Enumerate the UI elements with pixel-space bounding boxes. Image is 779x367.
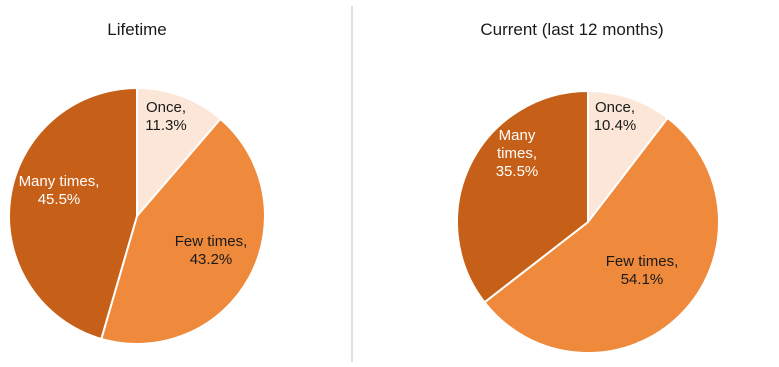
slice-label-once: Once, 11.3% xyxy=(145,99,186,134)
slice-label-line: 43.2% xyxy=(190,251,233,268)
pie-slice-once xyxy=(587,89,670,225)
slice-label-few-times: Few times, 43.2% xyxy=(175,233,248,268)
chart-title-lifetime: Lifetime xyxy=(107,20,167,39)
pie-slice-few-times xyxy=(100,117,266,345)
slice-label-line: Few times, xyxy=(175,233,248,250)
slice-label-line: Few times, xyxy=(606,253,679,270)
pie-slice-once xyxy=(136,86,222,219)
lifetime-pie-chart: Lifetime Once, 11.3% Few times, 43.2% Many t… xyxy=(8,20,266,345)
slice-label-line: times, xyxy=(497,145,537,162)
pie-slice-many-times xyxy=(456,89,589,304)
slice-label-once: Once, 10.4% xyxy=(594,99,637,134)
slice-label-many-times: Many times, 35.5% xyxy=(496,127,539,180)
slice-label-line: Many times, xyxy=(19,173,100,190)
slice-label-many-times: Many times, 45.5% xyxy=(19,173,100,208)
slice-label-line: Many xyxy=(499,127,536,144)
slice-label-line: 11.3% xyxy=(145,117,186,134)
current-pie-chart: Current (last 12 months) Once, 10.4% Few t… xyxy=(456,20,720,354)
slice-label-line: 10.4% xyxy=(594,117,637,134)
slice-label-line: 45.5% xyxy=(38,191,81,208)
chart-title-current: Current (last 12 months) xyxy=(480,20,663,39)
slice-label-few-times: Few times, 54.1% xyxy=(606,253,679,288)
pie-slice-many-times xyxy=(8,86,138,341)
pie-slice-few-times xyxy=(483,116,720,354)
slice-label-line: Once, xyxy=(146,99,186,116)
slice-label-line: Once, xyxy=(595,99,635,116)
slice-label-line: 35.5% xyxy=(496,163,539,180)
slice-label-line: 54.1% xyxy=(621,271,664,288)
